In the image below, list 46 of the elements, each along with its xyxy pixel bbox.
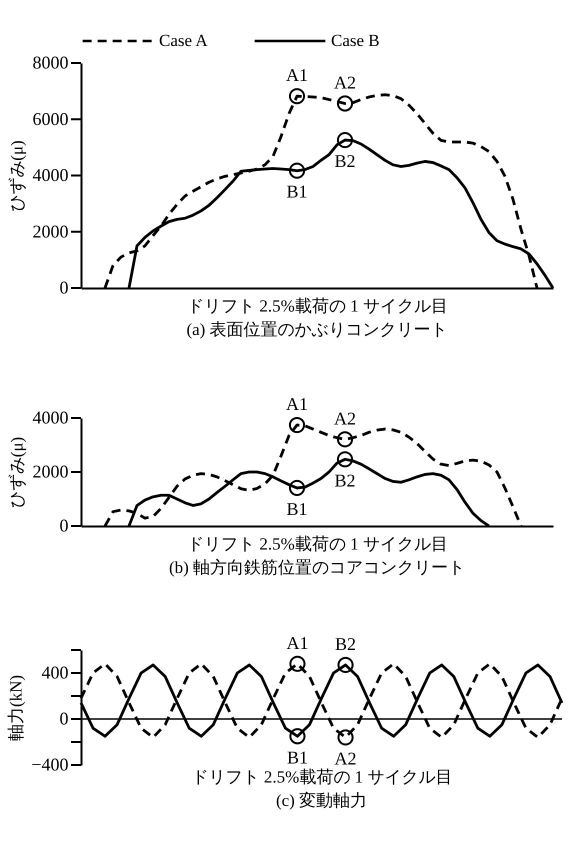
y-tick-label: 400 [42, 662, 68, 682]
annotation: B1 [286, 747, 308, 768]
x-axis-title: ドリフト 2.5%載荷の 1 サイクル目 [187, 534, 448, 554]
y-tick-label: 0 [60, 516, 68, 536]
annotation: A1 [286, 632, 308, 653]
annotation: A1 [286, 65, 308, 86]
y-tick-label: 6000 [32, 108, 68, 129]
point [289, 656, 306, 672]
y-axis-title: 軸力(kN) [6, 674, 26, 742]
x-axis-title: ドリフト 2.5%載荷の 1 サイクル目 [187, 296, 448, 316]
legend-label: Case A [159, 31, 208, 50]
point [337, 729, 354, 746]
text: (c) 変動軸力 [276, 791, 368, 810]
point [336, 431, 354, 448]
legend-label: Case B [331, 31, 380, 50]
annotation: A1 [286, 394, 308, 414]
y-tick-label: 2000 [32, 221, 68, 242]
y-tick-label: 0 [60, 708, 68, 728]
point [289, 728, 306, 744]
point [336, 132, 354, 148]
annotation: A2 [334, 748, 357, 768]
annotation: A2 [334, 408, 356, 428]
y-axis-title: ひずみ(μ) [8, 140, 26, 212]
point [288, 162, 306, 179]
y-axis-title: ひずみ(μ) [8, 436, 26, 508]
annotation: B1 [286, 182, 308, 202]
y-tick-label: 8000 [32, 52, 68, 72]
text: (a) 表面位置のかぶりコンクリート [186, 320, 448, 339]
point [288, 416, 306, 434]
y-tick-label: −400 [31, 754, 68, 774]
y-tick-label: 2000 [32, 462, 68, 482]
text: (b) 軸方向鉄筋位置のコアコンクリート [168, 558, 466, 577]
point [337, 656, 354, 674]
annotation: B2 [335, 634, 356, 654]
annotation: B2 [334, 151, 356, 172]
x-axis-title: ドリフト 2.5%載荷の 1 サイクル目 [192, 768, 452, 786]
point [288, 88, 306, 104]
annotation: A2 [334, 72, 356, 92]
y-tick-label: 4000 [32, 408, 68, 428]
point [288, 480, 306, 496]
y-tick-label: 0 [60, 278, 68, 298]
annotation: B2 [334, 470, 356, 490]
point [336, 95, 354, 112]
annotation: B1 [286, 498, 308, 519]
y-tick-label: 4000 [32, 165, 68, 185]
point [336, 451, 354, 468]
